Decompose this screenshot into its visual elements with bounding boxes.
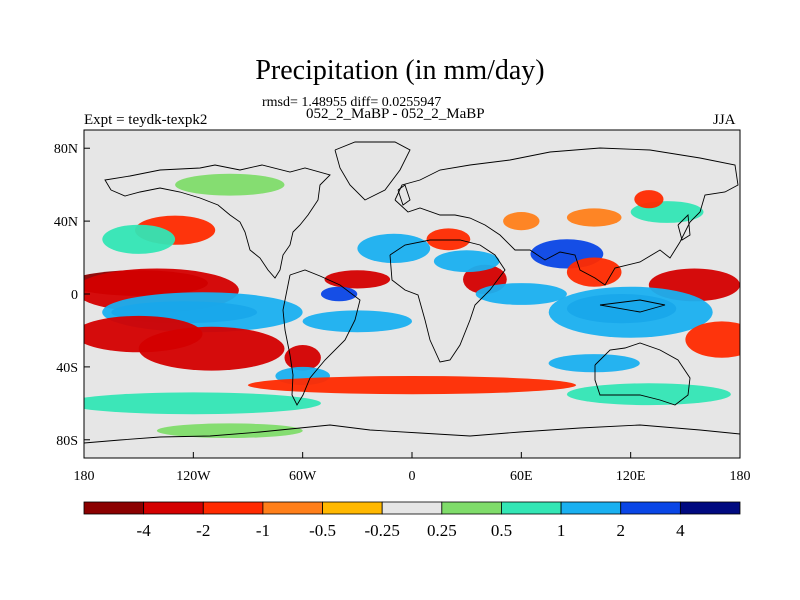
anomaly-blob-11 [685, 321, 740, 358]
stats-line: rmsd= 1.48955 diff= 0.0255947 [262, 95, 442, 110]
colorbar-label-0: -4 [137, 521, 152, 540]
coast-eurasia [394, 147, 739, 286]
colorbar-swatch-4 [322, 501, 383, 515]
coast-north-america [104, 164, 331, 279]
experiment-label: Expt = teydk-texpk2 [84, 112, 208, 128]
coast-britain [397, 184, 411, 206]
anomaly-blob-25 [248, 376, 576, 395]
x-tick-label-5: 120E [616, 469, 646, 484]
coast-australia [594, 342, 691, 406]
chart-title: Precipitation (in mm/day) [255, 55, 545, 86]
colorbar-label-4: -0.25 [364, 521, 399, 540]
x-tick-label-6: 180 [730, 469, 751, 484]
anomaly-blob-31 [503, 212, 540, 231]
season-label: JJA [713, 112, 736, 128]
y-tick-label-1: 40N [54, 215, 78, 230]
anomaly-blob-17 [433, 250, 500, 273]
coast-south-america [282, 269, 361, 406]
anomaly-blob-29 [156, 423, 303, 439]
anomaly-blob-32 [634, 190, 664, 209]
colorbar-swatch-8 [560, 501, 622, 515]
anomaly-field [84, 173, 740, 439]
x-tick-label-3: 0 [409, 469, 416, 484]
colorbar-swatch-9 [620, 501, 681, 515]
anomaly-blob-13 [566, 257, 622, 287]
anomaly-blob-21 [426, 228, 471, 251]
colorbar-swatch-5 [381, 501, 443, 515]
colorbar-label-7: 1 [557, 521, 566, 540]
y-tick-label-2: 0 [71, 288, 78, 303]
y-tick-label-0: 80N [54, 142, 78, 157]
anomaly-blob-28 [84, 392, 321, 415]
x-tick-label-4: 60E [510, 469, 533, 484]
x-tick-label-2: 60W [289, 469, 317, 484]
y-axis: 80N 40N 0 40S 80S [54, 142, 90, 449]
coast-africa [389, 239, 506, 363]
colorbar-label-9: 4 [676, 521, 685, 540]
anomaly-blob-16 [475, 283, 567, 305]
anomaly-blob-20 [357, 233, 431, 263]
coast-antarctica [84, 424, 740, 444]
colorbar-swatch-10 [679, 501, 741, 515]
colorbar-label-3: -0.5 [309, 521, 336, 540]
anomaly-blob-19 [320, 286, 358, 302]
anomaly-blob-7 [102, 224, 176, 254]
anomaly-blob-27 [566, 383, 731, 406]
subtitle: 052_2_MaBP - 052_2_MaBP [306, 106, 485, 122]
coast-japan [677, 214, 691, 241]
anomaly-blob-10 [548, 286, 713, 338]
anomaly-blob-30 [175, 173, 285, 196]
colorbar-label-2: -1 [256, 521, 270, 540]
coast-indonesia [599, 299, 666, 313]
anomaly-blob-33 [566, 208, 622, 227]
anomaly-blob-23 [284, 345, 321, 371]
x-axis: 180 120W 60W 0 60E 120E 180 [74, 452, 751, 484]
colorbar-swatch-6 [441, 501, 502, 515]
colorbar-label-6: 0.5 [491, 521, 512, 540]
y-tick-label-3: 40S [56, 361, 78, 376]
colorbar-swatch-0 [83, 501, 145, 515]
x-tick-label-1: 120W [176, 469, 211, 484]
anomaly-blob-26 [548, 354, 640, 373]
colorbar-label-8: 2 [616, 521, 625, 540]
colorbar-label-5: 0.25 [427, 521, 457, 540]
coast-greenland [334, 141, 411, 201]
colorbar-swatch-3 [262, 501, 323, 515]
map-plot-area [84, 130, 740, 458]
colorbar-swatch-7 [501, 501, 562, 515]
anomaly-blob-5 [138, 326, 285, 371]
colorbar: -4 -2 -1 -0.5 -0.25 0.25 0.5 1 2 4 [83, 501, 741, 540]
colorbar-swatch-2 [202, 501, 264, 515]
anomaly-blob-18 [324, 270, 391, 289]
anomaly-blob-22 [302, 310, 412, 333]
colorbar-label-1: -2 [196, 521, 210, 540]
x-tick-label-0: 180 [74, 469, 95, 484]
colorbar-swatch-1 [143, 501, 204, 515]
coastlines [84, 141, 740, 444]
y-tick-label-4: 80S [56, 434, 78, 449]
